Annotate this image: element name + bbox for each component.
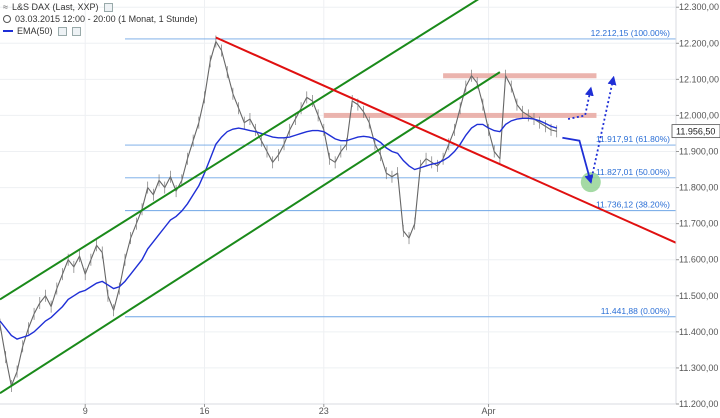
indicator-label: EMA(50) [17,26,53,36]
y-tick-label: 11.900,00 [679,147,718,157]
fib-level-label: 12.212,15 (100.00%) [591,28,671,38]
fib-level-label: 11.827,01 (50.00%) [596,167,670,177]
projection-down-arrow [562,136,594,184]
x-tick-label: Apr [482,406,496,416]
resistance-zone [443,73,597,79]
y-tick-label: 11.700,00 [679,219,718,229]
trendline-channel-lower [0,71,501,395]
current-price-label: 11.956,50 [676,127,715,137]
period-label: 03.03.2015 12:00 - 20:00 (1 Monat, 1 Stu… [15,14,198,24]
y-tick-label: 11.200,00 [679,399,718,409]
settings-icon[interactable] [103,2,113,12]
y-tick-label: 12.300,00 [679,2,719,12]
resistance-zone [323,112,597,118]
y-tick-label: 11.800,00 [679,183,718,193]
x-tick-label: 23 [319,406,329,416]
y-tick-label: 12.200,00 [679,38,719,48]
indicator-close-icon[interactable] [71,26,81,36]
projection-up-arrow-short [567,86,594,120]
trendline-downtrend [215,36,683,247]
trendline-channel-upper [0,0,479,301]
y-tick-label: 12.100,00 [679,74,719,84]
symbol-title: L&S DAX (Last, XXP) [11,2,99,12]
fib-level-label: 11.441,88 (0.00%) [601,306,670,316]
y-tick-label: 11.400,00 [679,327,718,337]
ema50-series [0,117,557,340]
chart-type-icon: ≈ [3,2,8,12]
y-tick-label: 11.500,00 [679,291,718,301]
y-tick-label: 11.300,00 [679,363,718,373]
chart-legend: ≈ L&S DAX (Last, XXP) 03.03.2015 12:00 -… [3,1,198,37]
y-tick-label: 11.600,00 [679,255,718,265]
y-axis-panel [676,0,720,418]
x-tick-label: 16 [199,406,209,416]
ema-swatch [3,30,13,32]
fib-level-label: 11.917,91 (61.80%) [596,134,670,144]
y-tick-label: 12.000,00 [679,110,719,120]
current-price-box [671,124,720,139]
x-tick-label: 9 [83,406,88,416]
indicator-settings-icon[interactable] [57,26,67,36]
fib-level-label: 11.736,12 (38.20%) [596,200,670,210]
clock-icon [3,15,11,23]
